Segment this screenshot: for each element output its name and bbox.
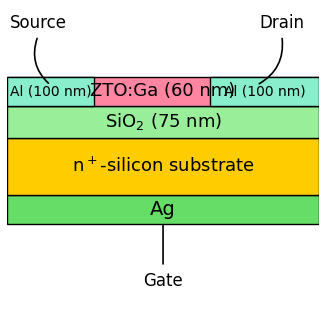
Text: ZTO:Ga (60 nm): ZTO:Ga (60 nm) — [91, 83, 236, 100]
Text: Gate: Gate — [143, 272, 183, 290]
Text: n$^+$-silicon substrate: n$^+$-silicon substrate — [72, 157, 254, 176]
Bar — [7, 138, 319, 195]
Text: Al (100 nm): Al (100 nm) — [224, 84, 305, 99]
Text: SiO$_2$ (75 nm): SiO$_2$ (75 nm) — [105, 111, 221, 132]
Bar — [7, 106, 319, 138]
Text: Source: Source — [10, 14, 67, 32]
Bar — [7, 77, 319, 106]
Text: Ag: Ag — [150, 200, 176, 219]
Bar — [7, 195, 319, 224]
Text: Drain: Drain — [259, 14, 304, 32]
Bar — [7, 77, 94, 106]
Bar — [210, 77, 319, 106]
Text: Al (100 nm): Al (100 nm) — [10, 84, 91, 99]
